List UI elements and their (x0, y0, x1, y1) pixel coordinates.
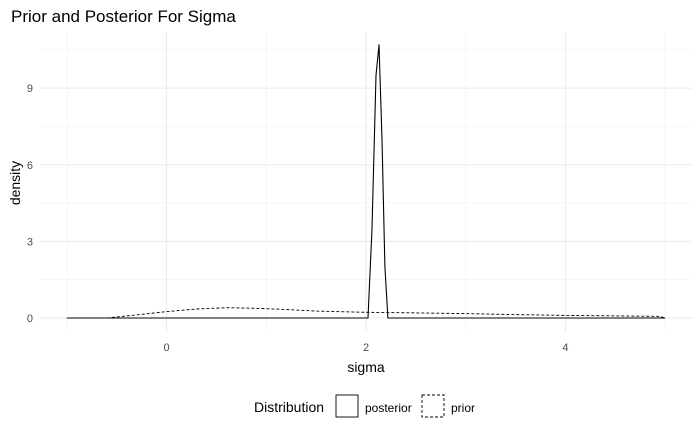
legend-key-prior (421, 394, 445, 418)
legend-label-posterior: posterior (365, 401, 412, 415)
series-line-posterior (66, 44, 666, 319)
legend-entries: posterior prior (335, 394, 475, 418)
y-tick-labels: 0 3 6 9 (27, 83, 33, 325)
legend-title: Distribution (254, 399, 324, 415)
legend: Distribution posterior prior (254, 394, 475, 418)
legend-label-prior: prior (451, 401, 475, 415)
y-tick-label: 3 (27, 236, 33, 248)
legend-key-posterior (335, 394, 359, 418)
x-axis-title: sigma (347, 359, 385, 375)
x-tick-label: 4 (562, 342, 568, 354)
series-layer (66, 44, 666, 319)
y-tick-label: 6 (27, 160, 33, 172)
x-tick-labels: 0 2 4 (164, 342, 569, 354)
y-tick-label: 0 (27, 313, 33, 325)
x-tick-label: 2 (363, 342, 369, 354)
x-tick-label: 0 (164, 342, 170, 354)
chart-title: Prior and Posterior For Sigma (11, 7, 236, 26)
grid-layer (40, 32, 692, 332)
y-tick-label: 9 (27, 83, 33, 95)
y-axis-title: density (7, 161, 23, 205)
series-line-prior (66, 307, 666, 319)
